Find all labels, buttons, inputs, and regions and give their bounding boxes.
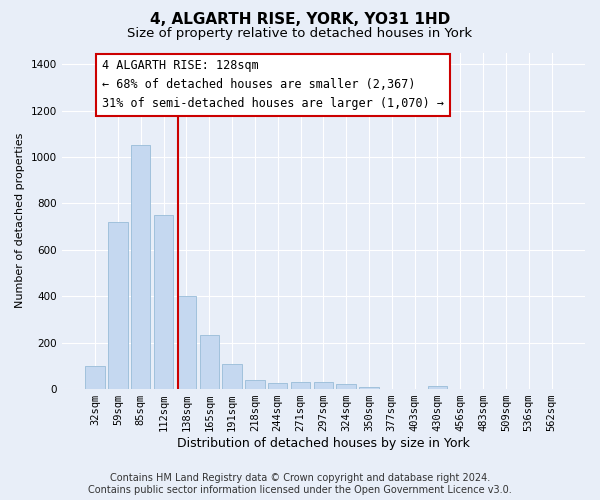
Bar	[154, 215, 173, 389]
Bar	[223, 364, 242, 389]
Bar	[291, 382, 310, 389]
Bar	[131, 146, 151, 389]
Bar	[268, 384, 287, 389]
Bar	[200, 334, 219, 389]
Bar	[108, 222, 128, 389]
Y-axis label: Number of detached properties: Number of detached properties	[15, 133, 25, 308]
Text: Contains HM Land Registry data © Crown copyright and database right 2024.
Contai: Contains HM Land Registry data © Crown c…	[88, 474, 512, 495]
Text: Size of property relative to detached houses in York: Size of property relative to detached ho…	[127, 28, 473, 40]
Bar	[85, 366, 105, 389]
Bar	[337, 384, 356, 389]
Bar	[314, 382, 333, 389]
Text: 4 ALGARTH RISE: 128sqm
← 68% of detached houses are smaller (2,367)
31% of semi-: 4 ALGARTH RISE: 128sqm ← 68% of detached…	[102, 60, 444, 110]
Bar	[359, 387, 379, 389]
X-axis label: Distribution of detached houses by size in York: Distribution of detached houses by size …	[177, 437, 470, 450]
Bar	[428, 386, 447, 389]
Bar	[177, 296, 196, 389]
Bar	[245, 380, 265, 389]
Text: 4, ALGARTH RISE, YORK, YO31 1HD: 4, ALGARTH RISE, YORK, YO31 1HD	[150, 12, 450, 28]
